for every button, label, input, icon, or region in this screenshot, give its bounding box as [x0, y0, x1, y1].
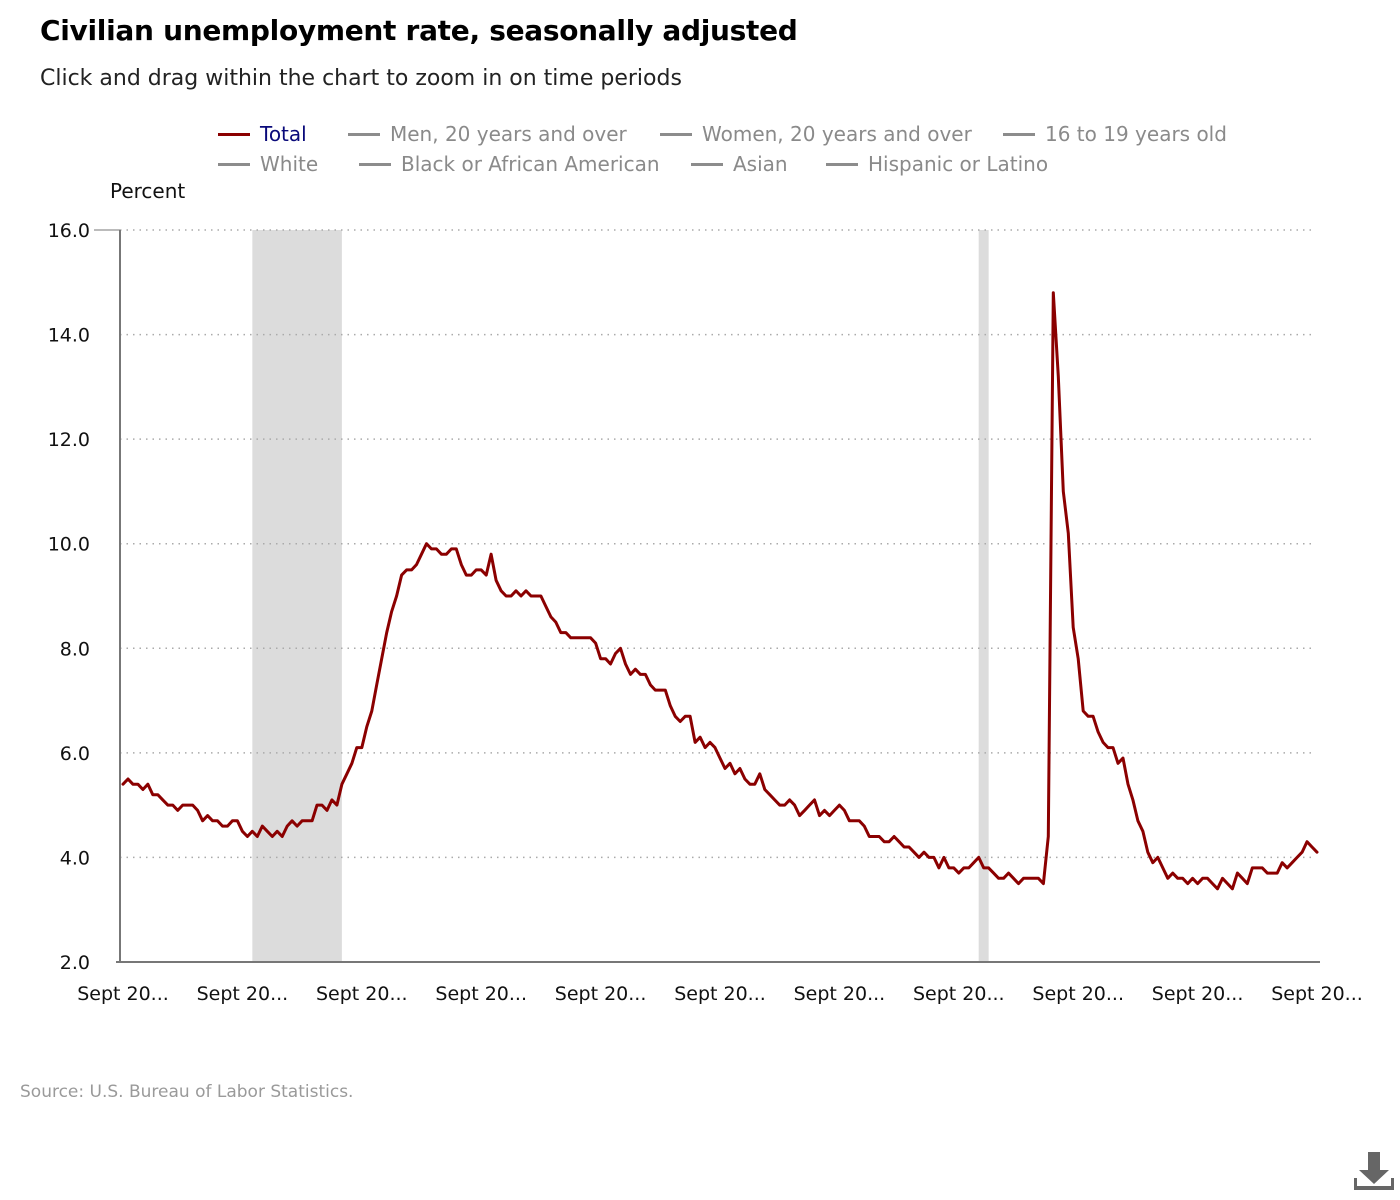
- x-tick-label: Sept 20...: [913, 983, 1005, 1005]
- legend-label: White: [260, 152, 319, 176]
- legend-item-men[interactable]: Men, 20 years and over: [348, 122, 627, 146]
- legend-item-black[interactable]: Black or African American: [359, 152, 660, 176]
- x-tick-label: Sept 20...: [435, 983, 527, 1005]
- legend-label: Men, 20 years and over: [390, 122, 627, 146]
- legend-label: Asian: [733, 152, 788, 176]
- legend-swatch: [660, 132, 692, 136]
- y-tick-label: 14.0: [48, 325, 90, 347]
- x-tick-label: Sept 20...: [77, 983, 169, 1005]
- legend-label: Women, 20 years and over: [702, 122, 972, 146]
- y-tick-labels: 2.0 4.0 6.0 8.0 10.0 12.0 14.0 16.0: [48, 220, 90, 974]
- legend-label: Hispanic or Latino: [868, 152, 1049, 176]
- y-tick-label: 16.0: [48, 220, 90, 242]
- download-icon: [1354, 1152, 1394, 1190]
- legend-label: Total: [260, 122, 307, 146]
- x-tick-label: Sept 20...: [555, 983, 647, 1005]
- recession-bands: [252, 230, 989, 962]
- legend-row-1: Total Men, 20 years and over Women, 20 y…: [0, 122, 1400, 150]
- x-tick-label: Sept 20...: [1271, 983, 1363, 1005]
- legend-swatch: [218, 132, 250, 136]
- x-tick-label: Sept 20...: [1152, 983, 1244, 1005]
- legend-swatch: [348, 132, 380, 136]
- x-tick-label: Sept 20...: [1032, 983, 1124, 1005]
- legend-item-women[interactable]: Women, 20 years and over: [660, 122, 972, 146]
- y-tick-label: 12.0: [48, 429, 90, 451]
- legend-item-16-to-19[interactable]: 16 to 19 years old: [1003, 122, 1227, 146]
- legend-swatch: [359, 162, 391, 166]
- recession-band: [252, 230, 342, 962]
- axes: [94, 229, 1320, 963]
- x-tick-label: Sept 20...: [197, 983, 289, 1005]
- legend-row-2: White Black or African American Asian Hi…: [0, 152, 1400, 180]
- legend-label: Black or African American: [401, 152, 660, 176]
- legend-item-asian[interactable]: Asian: [691, 152, 788, 176]
- legend-swatch: [1003, 132, 1035, 136]
- legend-swatch: [826, 162, 858, 166]
- source-note: Source: U.S. Bureau of Labor Statistics.: [20, 1082, 354, 1102]
- chart-plot-area[interactable]: 2.04.06.08.010.012.014.016.0 Sept 20... S…: [0, 0, 1400, 1060]
- x-tick-labels: Sept 20... Sept 20... Sept 20... Sept 20...…: [77, 983, 1363, 1005]
- y-tick-label: 8.0: [60, 638, 90, 660]
- series-lines: [121, 291, 1319, 891]
- recession-band: [978, 230, 989, 962]
- y-tick-label: 4.0: [60, 847, 90, 869]
- y-axis-label: Percent: [110, 179, 186, 203]
- download-button[interactable]: [1354, 1150, 1394, 1194]
- legend-label: 16 to 19 years old: [1045, 122, 1227, 146]
- y-tick-label: 2.0: [60, 952, 90, 974]
- legend-item-hispanic[interactable]: Hispanic or Latino: [826, 152, 1048, 176]
- x-tick-label: Sept 20...: [794, 983, 886, 1005]
- series-line-total: [121, 291, 1319, 891]
- legend-item-total[interactable]: Total: [218, 122, 307, 146]
- y-tick-label: 10.0: [48, 534, 90, 556]
- x-tick-label: Sept 20...: [316, 983, 408, 1005]
- legend-swatch: [218, 162, 250, 166]
- chart-title: Civilian unemployment rate, seasonally a…: [40, 14, 798, 47]
- legend-swatch: [691, 162, 723, 166]
- chart-subtitle: Click and drag within the chart to zoom …: [40, 66, 682, 91]
- x-tick-label: Sept 20...: [674, 983, 766, 1005]
- y-tick-label: 6.0: [60, 743, 90, 765]
- legend-item-white[interactable]: White: [218, 152, 318, 176]
